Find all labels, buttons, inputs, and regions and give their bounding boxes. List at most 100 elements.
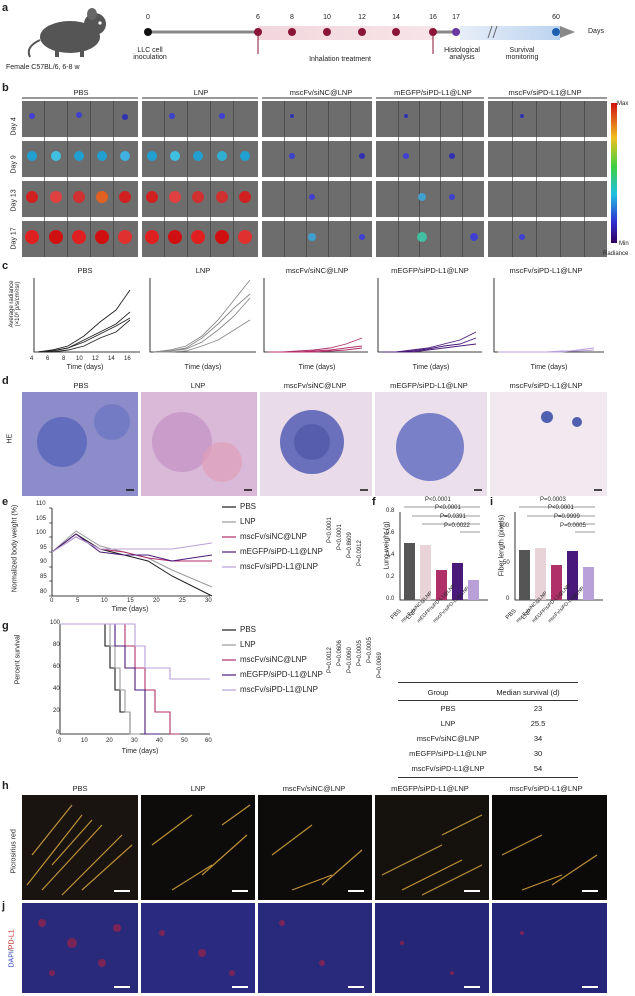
inoculation-label: LLC cell inoculation (133, 47, 167, 61)
f-pval-4: P=0.0022 (444, 523, 470, 529)
survival-label: Survival monitoring (505, 47, 539, 61)
b-group-title-siPDL1: mscFv/siPD-L1@LNP (508, 88, 582, 97)
c-xtick: 6 (46, 356, 50, 362)
table-row-group: LNP (440, 719, 456, 728)
g-ytick-80: 80 (53, 642, 60, 648)
e-pval-4: P=0.0912 (357, 540, 363, 566)
g-ytick-40: 40 (53, 686, 60, 692)
f-bar (436, 570, 447, 600)
e-pval-3: P=0.8609 (347, 532, 353, 558)
f-ytick-02: 0.2 (386, 574, 395, 580)
f-bar (468, 580, 479, 600)
table-header-median: Median survival (d) (496, 688, 560, 697)
b-title-lines (22, 97, 607, 99)
panel-h-label: h (2, 780, 9, 792)
g-legend-mEGFP: mEGFP/siPD-L1@LNP (240, 670, 323, 679)
e-ytick-100: 100 (36, 530, 47, 536)
table-row-value: 23 (533, 704, 543, 713)
d-title-mEGFP: mEGFP/siPD-L1@LNP (390, 381, 468, 390)
e-legend-lnp: LNP (240, 517, 256, 526)
b-group-title-siNC: mscFv/siNC@LNP (289, 88, 353, 97)
d-title-lnp: LNP (190, 381, 206, 390)
panel-e-label: e (2, 496, 9, 508)
colorbar-min: Min (619, 241, 629, 247)
i-pval-1: P=0.0003 (540, 497, 566, 503)
e-ytick-80: 80 (40, 589, 47, 595)
c-title-siPDL1: mscFv/siPD-L1@LNP (509, 266, 583, 275)
panel-g-label: g (2, 620, 9, 632)
g-xtick-20: 20 (106, 738, 113, 744)
e-ytick-110: 110 (36, 501, 46, 507)
e-xlabel: Time (days) (111, 606, 149, 613)
f-pval-1: P<0.0001 (425, 497, 451, 503)
c-xlabel-5: Time (days) (530, 364, 568, 371)
e-ytick-105: 105 (36, 516, 47, 522)
e-xtick-30: 30 (205, 598, 212, 604)
table-row-group: mscFv/siPD-L1@LNP (411, 764, 485, 773)
table-row-group: PBS (440, 704, 456, 713)
panel-f-chart (399, 506, 488, 601)
g-xtick-50: 50 (181, 738, 188, 744)
picrosirius-images (22, 795, 607, 900)
colorbar (611, 103, 617, 243)
c-xtick: 12 (92, 356, 99, 362)
f-pval-2: P<0.0001 (435, 505, 461, 511)
e-ytick-90: 90 (40, 559, 47, 565)
mouse-label: Female C57BL/6, 6-8 w (6, 64, 80, 71)
g-ytick-60: 60 (53, 664, 60, 670)
timeline (144, 25, 575, 54)
g-xtick-10: 10 (81, 738, 88, 744)
i-bar (535, 548, 546, 600)
g-legend-siNC: mscFv/siNC@LNP (240, 655, 307, 664)
c-title-pbs: PBS (77, 266, 93, 275)
j-row-label: DAPI/PD-L1 (8, 920, 16, 968)
panel-e-chart (49, 507, 213, 597)
e-xtick-15: 15 (127, 598, 134, 604)
i-ytick-0: 0 (506, 596, 510, 602)
f-pval-3: P=0.0391 (440, 514, 466, 520)
g-legend-pbs: PBS (240, 625, 257, 634)
panel-a-label: a (2, 2, 9, 14)
tick-0: 0 (146, 14, 150, 21)
table-row-value: 25.5 (530, 719, 546, 728)
j-row-label-dapi: DAPI (8, 951, 16, 968)
table-top-rule (398, 682, 578, 683)
table-bottom-rule (398, 777, 578, 778)
c-xlabel-3: Time (days) (298, 364, 336, 371)
g-ylabel: Percent survival (14, 634, 22, 685)
b-group-title-pbs: PBS (73, 88, 89, 97)
g-legend-lines (222, 629, 236, 691)
g-pval-3: P=0.0060 (347, 647, 353, 673)
c-title-mEGFP: mEGFP/siPD-L1@LNP (391, 266, 469, 275)
table-mid-rule (398, 700, 578, 701)
h-row-label: Picrosirius red (10, 829, 18, 874)
g-pval-2: P=0.0606 (337, 640, 343, 666)
c-xtick: 4 (30, 356, 34, 362)
g-legend-lnp: LNP (240, 640, 256, 649)
h-title-siPDL1: mscFv/siPD-L1@LNP (509, 784, 583, 793)
panel-j-label: j (2, 900, 6, 912)
tick-10: 10 (323, 14, 331, 21)
g-ytick-0: 0 (56, 730, 60, 736)
f-bar (420, 545, 431, 600)
e-xtick-20: 20 (153, 598, 160, 604)
d-title-siPDL1: mscFv/siPD-L1@LNP (509, 381, 583, 390)
d-title-pbs: PBS (73, 381, 89, 390)
tick-17: 17 (452, 14, 460, 21)
j-row-label-pdl1: PD-L1 (8, 929, 16, 950)
e-legend-siNC: mscFv/siNC@LNP (240, 532, 307, 541)
tick-8: 8 (290, 14, 294, 21)
panel-f-label: f (372, 496, 376, 508)
h-title-siNC: mscFv/siNC@LNP (282, 784, 346, 793)
c-title-lnp: LNP (195, 266, 211, 275)
panel-i-chart (514, 506, 603, 601)
c-ylabel: Average radiance (×10⁶ p/s/cm²/sr) (9, 280, 21, 328)
c-xtick: 10 (76, 356, 83, 362)
e-ytick-95: 95 (40, 545, 47, 551)
e-ylabel: Normalized body weight (%) (11, 504, 19, 593)
tick-6: 6 (256, 14, 260, 21)
panel-i-label: i (490, 496, 494, 508)
c-title-siNC: mscFv/siNC@LNP (285, 266, 349, 275)
h-title-mEGFP: mEGFP/siPD-L1@LNP (391, 784, 469, 793)
g-xtick-60: 60 (205, 738, 212, 744)
